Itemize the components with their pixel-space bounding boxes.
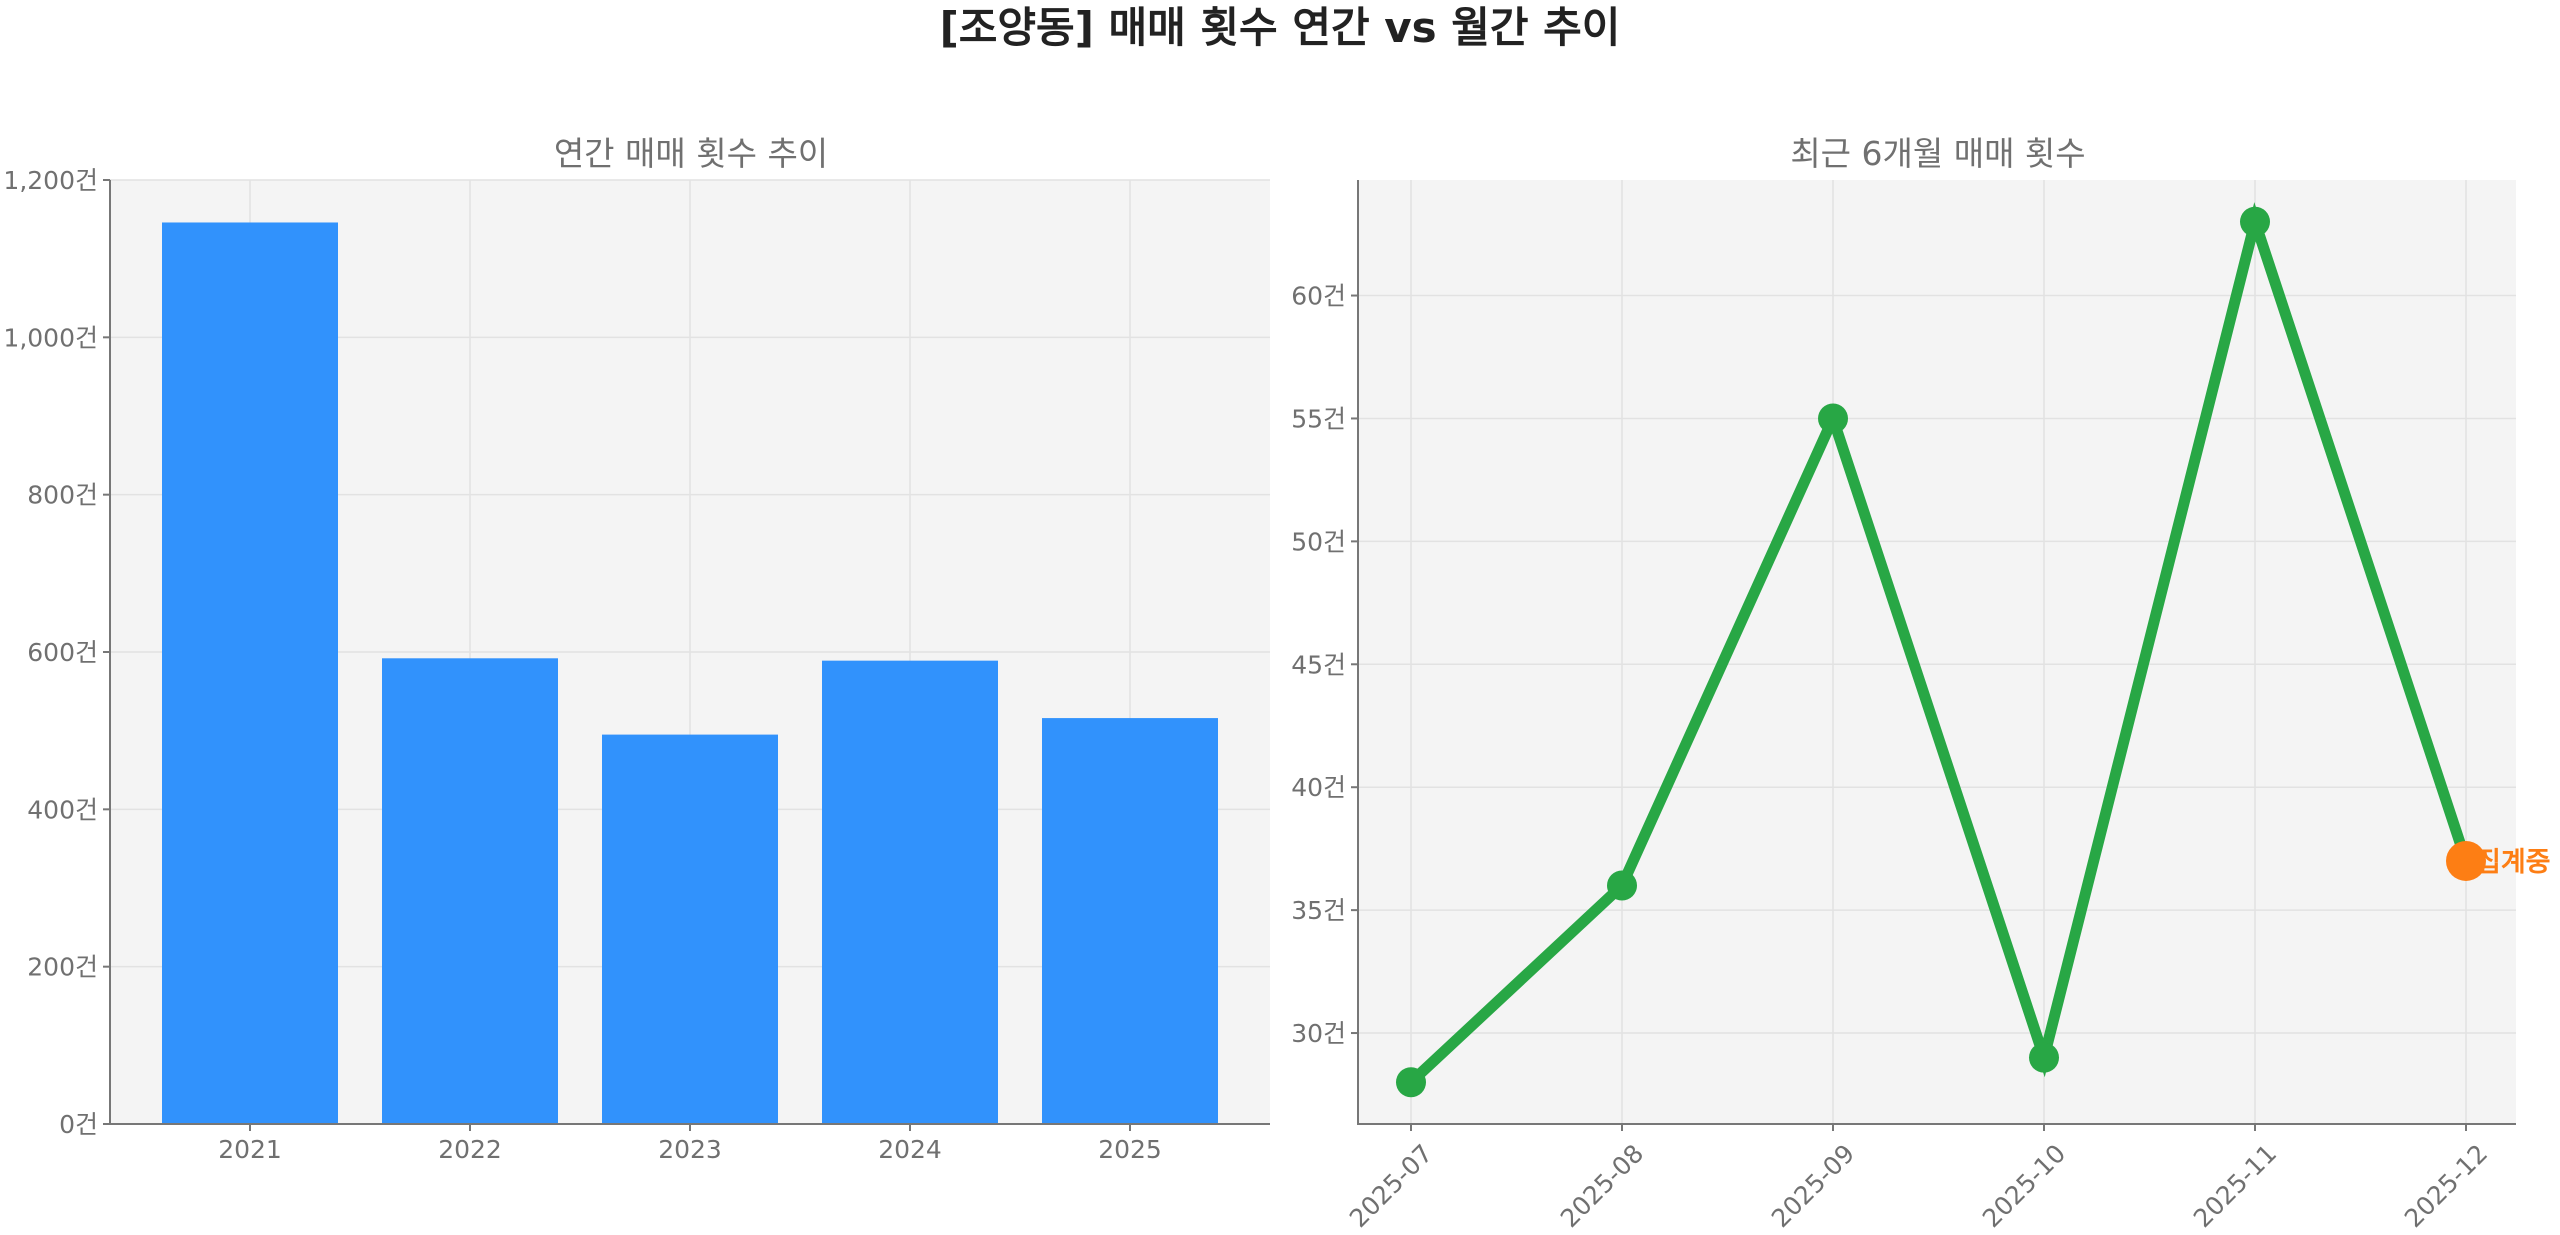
line-ytick-label: 45건 [1291,650,1346,679]
bar-chart-title: 연간 매매 횟수 추이 [554,134,828,173]
bar-xtick-label: 2023 [658,1135,722,1164]
line-ytick-label: 30건 [1291,1019,1346,1048]
bar-2022 [382,658,558,1124]
bar-ytick-label: 0건 [59,1110,98,1139]
bar-ytick-label: 800건 [27,481,98,510]
bar-ytick-label: 200건 [27,953,98,982]
line-point-2025-09 [1818,403,1848,434]
bar-2021 [162,222,338,1125]
line-axis-spines [1357,180,2516,1125]
figure-title: [조양동] 매매 횟수 연간 vs 월간 추이 [940,3,1621,52]
line-ytick-label: 35건 [1291,896,1346,925]
monthly-line-chart: 최근 6개월 매매 횟수 집계중 30건35건40건45건50건55건60건20… [1291,134,2550,1233]
line-point-2025-10 [2029,1042,2059,1073]
bar-xtick-label: 2024 [878,1135,942,1164]
bar-xtick-label: 2021 [218,1135,282,1164]
line-ytick-label: 60건 [1291,282,1346,311]
line-chart-title: 최근 6개월 매매 횟수 [1790,134,2085,173]
line-plot-area [1358,180,2516,1124]
monthly-series-line [1405,202,2472,1088]
bar-2025 [1042,718,1218,1124]
bar-ytick-label: 1,200건 [3,166,98,195]
highlight-point [2446,840,2486,881]
line-ytick-label: 55건 [1291,404,1346,433]
line-ytick-label: 40건 [1291,773,1346,802]
bar-2023 [602,734,778,1124]
line-ytick-label: 50건 [1291,527,1346,556]
bar-ytick-label: 400건 [27,795,98,824]
bar-xtick-label: 2022 [438,1135,502,1164]
annual-bar-chart: 연간 매매 횟수 추이 0건 200건 400건 600건 800건 1,000건 1,20… [3,134,1270,1164]
line-point-2025-08 [1607,870,1637,901]
highlight-label: 집계중 [2476,847,2551,878]
bar-xtick-label: 2025 [1098,1135,1162,1164]
bar-2024 [822,660,998,1124]
bar-ytick-label: 1,000건 [3,323,98,352]
line-point-2025-07 [1396,1067,1426,1098]
line-point-2025-11 [2240,206,2270,237]
bar-ytick-label: 600건 [27,638,98,667]
